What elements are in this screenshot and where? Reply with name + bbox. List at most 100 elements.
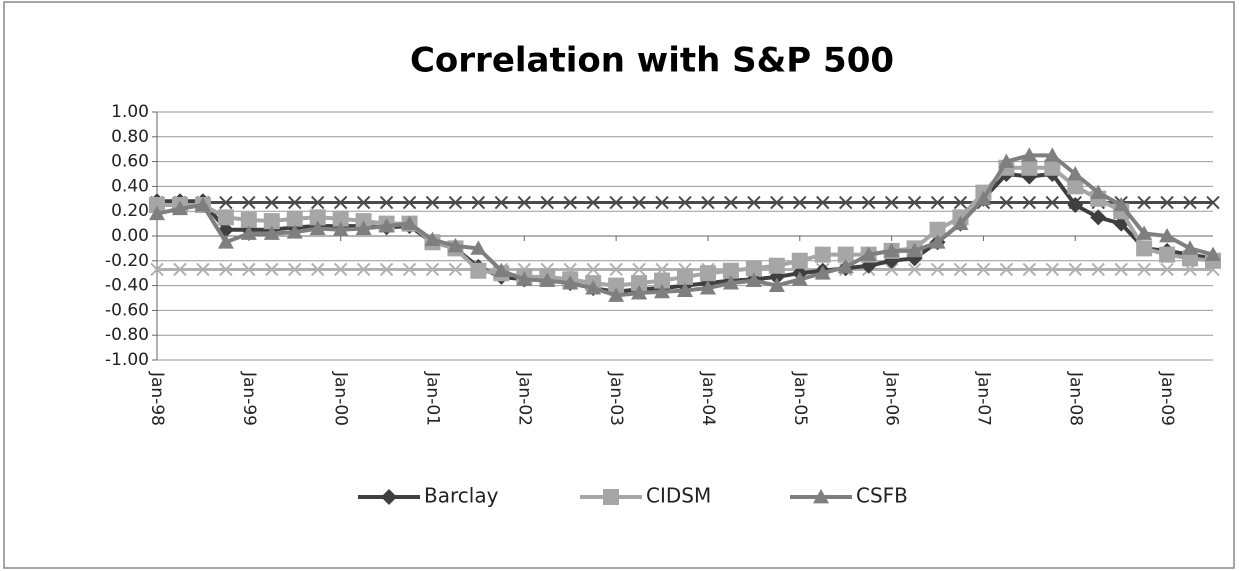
data-point — [1021, 147, 1038, 162]
reference-marker — [1160, 195, 1174, 210]
x-tick-label: Jan-09 — [1157, 371, 1177, 426]
data-point — [837, 259, 854, 274]
data-point — [1159, 246, 1176, 263]
data-point — [860, 246, 877, 261]
data-point — [1021, 159, 1038, 176]
reference-marker — [494, 195, 509, 210]
data-point — [791, 252, 808, 269]
data-point — [378, 218, 395, 233]
data-point — [608, 277, 625, 294]
reference-marker — [402, 195, 417, 210]
data-point — [470, 240, 487, 255]
y-tick-label: -0.80 — [105, 325, 149, 345]
reference-marker — [1160, 262, 1174, 277]
data-point — [1090, 184, 1107, 199]
data-point — [883, 252, 900, 269]
x-tick-label: Jan-04 — [698, 371, 718, 426]
x-tick-label: Jan-98 — [147, 371, 167, 426]
data-point — [998, 153, 1015, 168]
reference-marker — [563, 195, 577, 210]
data-point — [240, 225, 257, 240]
reference-marker — [632, 195, 646, 210]
data-point — [745, 260, 762, 277]
reference-marker — [793, 195, 807, 210]
reference-marker — [907, 195, 922, 210]
reference-marker — [678, 195, 692, 210]
reference-marker — [770, 195, 784, 210]
data-point — [1090, 209, 1107, 226]
reference-marker — [288, 262, 302, 277]
x-tick-label: Jan-07 — [973, 371, 993, 426]
data-point — [654, 283, 671, 299]
x-tick-label: Jan-01 — [422, 371, 442, 426]
data-point — [929, 221, 946, 238]
reference-marker — [1137, 262, 1151, 277]
reference-marker — [150, 262, 164, 277]
data-point — [286, 224, 303, 239]
reference-marker — [219, 262, 233, 277]
data-point — [1067, 178, 1084, 195]
reference-marker — [586, 262, 600, 277]
data-point — [631, 285, 648, 300]
reference-marker — [1022, 262, 1037, 277]
reference-marker — [356, 195, 371, 210]
reference-marker — [1206, 195, 1220, 210]
reference-marker — [310, 195, 325, 210]
reference-marker — [1091, 262, 1105, 277]
data-point — [1136, 225, 1153, 240]
data-point — [401, 215, 418, 230]
data-point — [470, 262, 487, 279]
reference-marker — [884, 262, 899, 277]
y-tick-label: 0.20 — [111, 201, 149, 221]
reference-marker — [356, 262, 371, 277]
reference-marker — [333, 262, 348, 277]
reference-marker — [425, 262, 440, 277]
reference-marker — [1045, 195, 1060, 210]
data-point — [539, 272, 556, 288]
data-point — [149, 205, 165, 221]
y-tick-label: 0.60 — [111, 152, 149, 172]
reference-marker — [265, 195, 279, 210]
data-point — [975, 190, 992, 206]
data-point — [1044, 159, 1061, 176]
reference-marker — [609, 262, 623, 277]
data-point — [1113, 197, 1130, 212]
data-point — [837, 246, 854, 263]
reference-marker — [953, 262, 968, 277]
y-tick-label: 0.80 — [111, 127, 149, 147]
reference-marker — [242, 195, 256, 210]
data-point — [1182, 240, 1199, 255]
x-tick-label: Jan-99 — [239, 371, 259, 426]
data-point — [952, 215, 969, 230]
y-tick-label: 0.00 — [111, 226, 149, 246]
reference-marker — [930, 195, 945, 210]
reference-marker — [586, 195, 600, 210]
data-point — [677, 282, 693, 297]
data-point — [722, 262, 739, 279]
data-point — [608, 287, 625, 302]
reference-marker — [884, 195, 899, 210]
data-point — [286, 210, 303, 227]
legend-label: CIDSM — [646, 484, 711, 508]
y-tick-label: -0.40 — [105, 276, 149, 296]
data-point — [929, 234, 946, 249]
data-point — [1067, 166, 1084, 181]
data-point — [677, 268, 693, 285]
data-point — [355, 220, 372, 235]
reference-marker — [1045, 262, 1060, 277]
y-tick-label: 0.40 — [111, 176, 149, 196]
reference-marker — [861, 195, 876, 210]
reference-marker — [999, 262, 1014, 277]
reference-marker — [1114, 262, 1128, 277]
data-point — [745, 272, 762, 288]
reference-marker — [288, 195, 302, 210]
x-tick-label: Jan-08 — [1065, 371, 1085, 426]
data-point — [768, 277, 785, 292]
data-point — [493, 262, 510, 278]
x-tick-label: Jan-06 — [882, 371, 902, 426]
reference-marker — [219, 195, 233, 210]
data-point — [1159, 228, 1176, 243]
data-point — [654, 272, 671, 289]
y-tick-label: -0.20 — [105, 251, 149, 271]
data-point — [194, 197, 211, 212]
